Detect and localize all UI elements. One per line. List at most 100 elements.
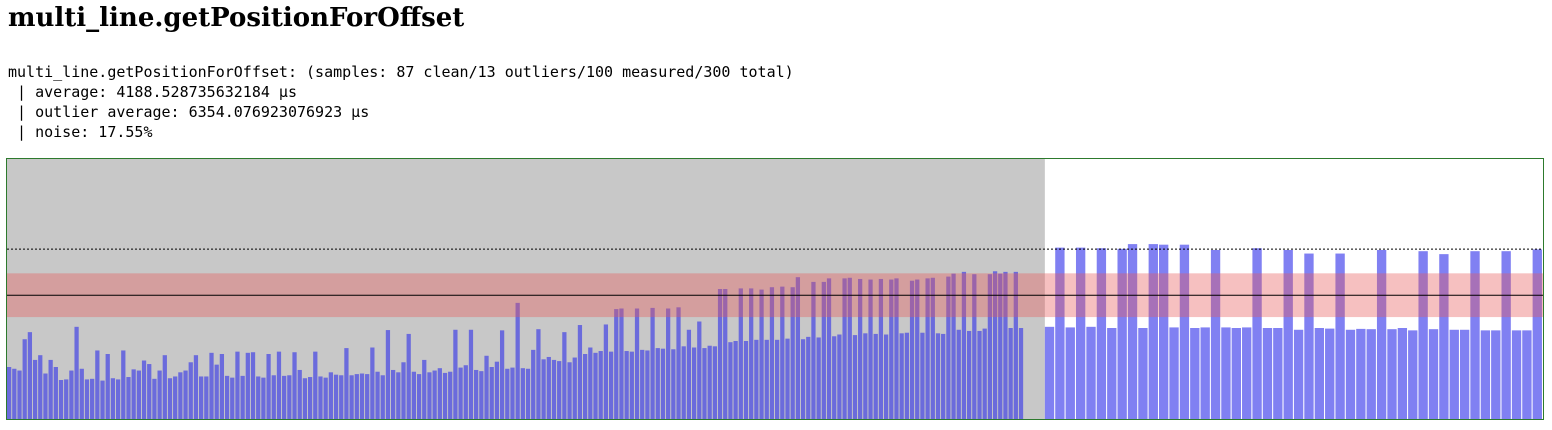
summary-line-noise: | noise: 17.55% xyxy=(8,123,153,141)
warmup-bar xyxy=(982,328,987,419)
warmup-bar xyxy=(666,308,671,419)
warmup-bar xyxy=(12,368,17,419)
warmup-bar xyxy=(391,369,396,419)
warmup-bar xyxy=(79,368,84,419)
warmup-bar xyxy=(307,377,313,419)
warmup-bar xyxy=(1018,328,1024,419)
warmup-bar xyxy=(967,330,972,419)
warmup-bar xyxy=(494,361,500,419)
warmup-bar xyxy=(837,334,842,419)
warmup-bar xyxy=(733,341,738,419)
measured-bar xyxy=(1262,328,1273,419)
warmup-bar xyxy=(510,367,515,419)
warmup-bar xyxy=(375,371,380,419)
measured-bar xyxy=(1138,328,1148,419)
measured-bar xyxy=(1480,330,1491,419)
warmup-bar xyxy=(572,357,577,419)
warmup-bar xyxy=(266,354,271,419)
warmup-bar xyxy=(173,376,178,419)
warmup-bar xyxy=(339,375,344,419)
warmup-bar xyxy=(276,351,282,419)
warmup-bar xyxy=(261,377,266,419)
warmup-bar xyxy=(224,375,230,419)
warmup-bar xyxy=(930,277,935,419)
warmup-bar xyxy=(58,380,64,419)
measured-bar xyxy=(1179,244,1190,419)
warmup-bar xyxy=(505,368,510,419)
warmup-bar xyxy=(453,329,458,419)
measured-bar xyxy=(1055,247,1065,419)
warmup-bar xyxy=(214,364,219,419)
warmup-bar xyxy=(313,351,318,419)
warmup-bar xyxy=(271,375,276,419)
warmup-bar xyxy=(821,281,826,419)
warmup-bar xyxy=(359,373,365,419)
warmup-bar xyxy=(302,378,308,419)
warmup-bar xyxy=(147,364,152,419)
warmup-bar xyxy=(557,361,562,419)
measured-bar xyxy=(1127,244,1138,419)
measured-bar xyxy=(1459,329,1470,419)
warmup-bar xyxy=(1013,271,1018,419)
warmup-bar xyxy=(90,378,95,419)
measured-bar xyxy=(1314,328,1325,419)
warmup-bar xyxy=(110,378,116,419)
warmup-bar xyxy=(671,349,676,419)
warmup-bar xyxy=(245,352,250,419)
measured-bar xyxy=(1242,327,1252,419)
warmup-bar xyxy=(650,307,655,419)
warmup-bar xyxy=(479,371,484,419)
warmup-bar xyxy=(520,368,525,419)
warmup-bar xyxy=(204,376,209,419)
warmup-bar xyxy=(645,350,650,419)
warmup-bar xyxy=(603,324,609,419)
warmup-bar xyxy=(842,278,847,419)
warmup-bar xyxy=(468,329,474,419)
warmup-bar xyxy=(920,332,925,419)
warmup-bar xyxy=(1003,271,1008,419)
warmup-bar xyxy=(702,348,707,419)
measured-bar xyxy=(1428,329,1439,419)
warmup-bar xyxy=(349,375,354,419)
warmup-bar xyxy=(48,359,53,419)
warmup-bar xyxy=(608,351,614,419)
measured-bar xyxy=(1345,329,1356,419)
measured-bar xyxy=(1107,328,1117,419)
warmup-bar xyxy=(826,278,832,419)
measured-bar xyxy=(1117,248,1127,419)
warmup-bar xyxy=(380,375,385,419)
warmup-bar xyxy=(619,308,624,419)
measured-bar xyxy=(1252,248,1262,419)
warmup-bar xyxy=(100,380,105,419)
warmup-bar xyxy=(484,355,489,419)
warmup-bar xyxy=(743,341,749,419)
warmup-bar xyxy=(738,288,743,419)
measured-bar xyxy=(1075,247,1086,419)
measured-bar xyxy=(1304,253,1314,419)
warmup-bar xyxy=(795,277,801,419)
measured-bar xyxy=(1210,250,1221,419)
warmup-bar xyxy=(868,279,873,419)
warmup-bar xyxy=(536,329,541,419)
warmup-bar xyxy=(593,352,598,419)
warmup-bar xyxy=(806,336,811,419)
warmup-bar xyxy=(858,278,863,419)
measured-bar xyxy=(1511,330,1522,419)
warmup-bar xyxy=(416,374,422,419)
measured-bar xyxy=(1065,327,1075,419)
measured-bar xyxy=(1293,329,1304,419)
warmup-bar xyxy=(764,339,769,419)
warmup-bar xyxy=(686,329,692,419)
warmup-bar xyxy=(655,348,660,419)
warmup-bar xyxy=(448,371,453,419)
summary-text: multi_line.getPositionForOffset: (sample… xyxy=(8,62,794,142)
measured-bar xyxy=(1159,244,1169,419)
warmup-bar xyxy=(800,339,806,419)
measured-bar xyxy=(1231,328,1241,419)
measured-bar xyxy=(1148,244,1158,419)
warmup-bar xyxy=(676,307,681,419)
warmup-bar xyxy=(328,372,333,419)
warmup-bar xyxy=(209,352,214,419)
warmup-bar xyxy=(614,309,619,419)
warmup-bar xyxy=(17,370,22,419)
